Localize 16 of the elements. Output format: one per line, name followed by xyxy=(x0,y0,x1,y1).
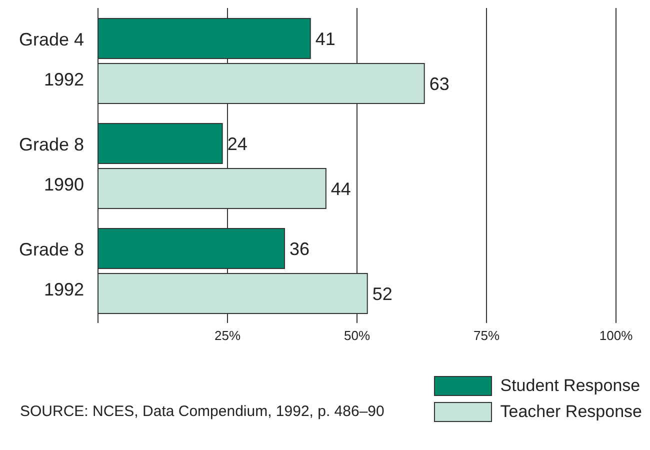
x-tick-label: 75% xyxy=(473,328,500,344)
y-tick-label: Grade 8 1992 xyxy=(18,239,84,300)
legend-label: Student Response xyxy=(500,376,640,396)
legend-label: Teacher Response xyxy=(500,402,642,422)
data-label: 36 xyxy=(289,238,310,259)
source-note: SOURCE: NCES, Data Compendium, 1992, p. 486–90 xyxy=(20,403,384,420)
data-label: 44 xyxy=(330,178,351,199)
data-label: 24 xyxy=(227,134,248,154)
x-tick-label: 25% xyxy=(214,328,241,344)
x-tick-label: 100% xyxy=(599,328,634,344)
data-label: 52 xyxy=(372,284,392,304)
data-label: 63 xyxy=(429,74,450,94)
data-label: 41 xyxy=(315,28,336,49)
y-tick-label: Grade 8 1990 xyxy=(18,134,84,194)
y-tick-label: Grade 4 1992 xyxy=(18,29,84,90)
x-tick-label: 50% xyxy=(344,328,370,344)
